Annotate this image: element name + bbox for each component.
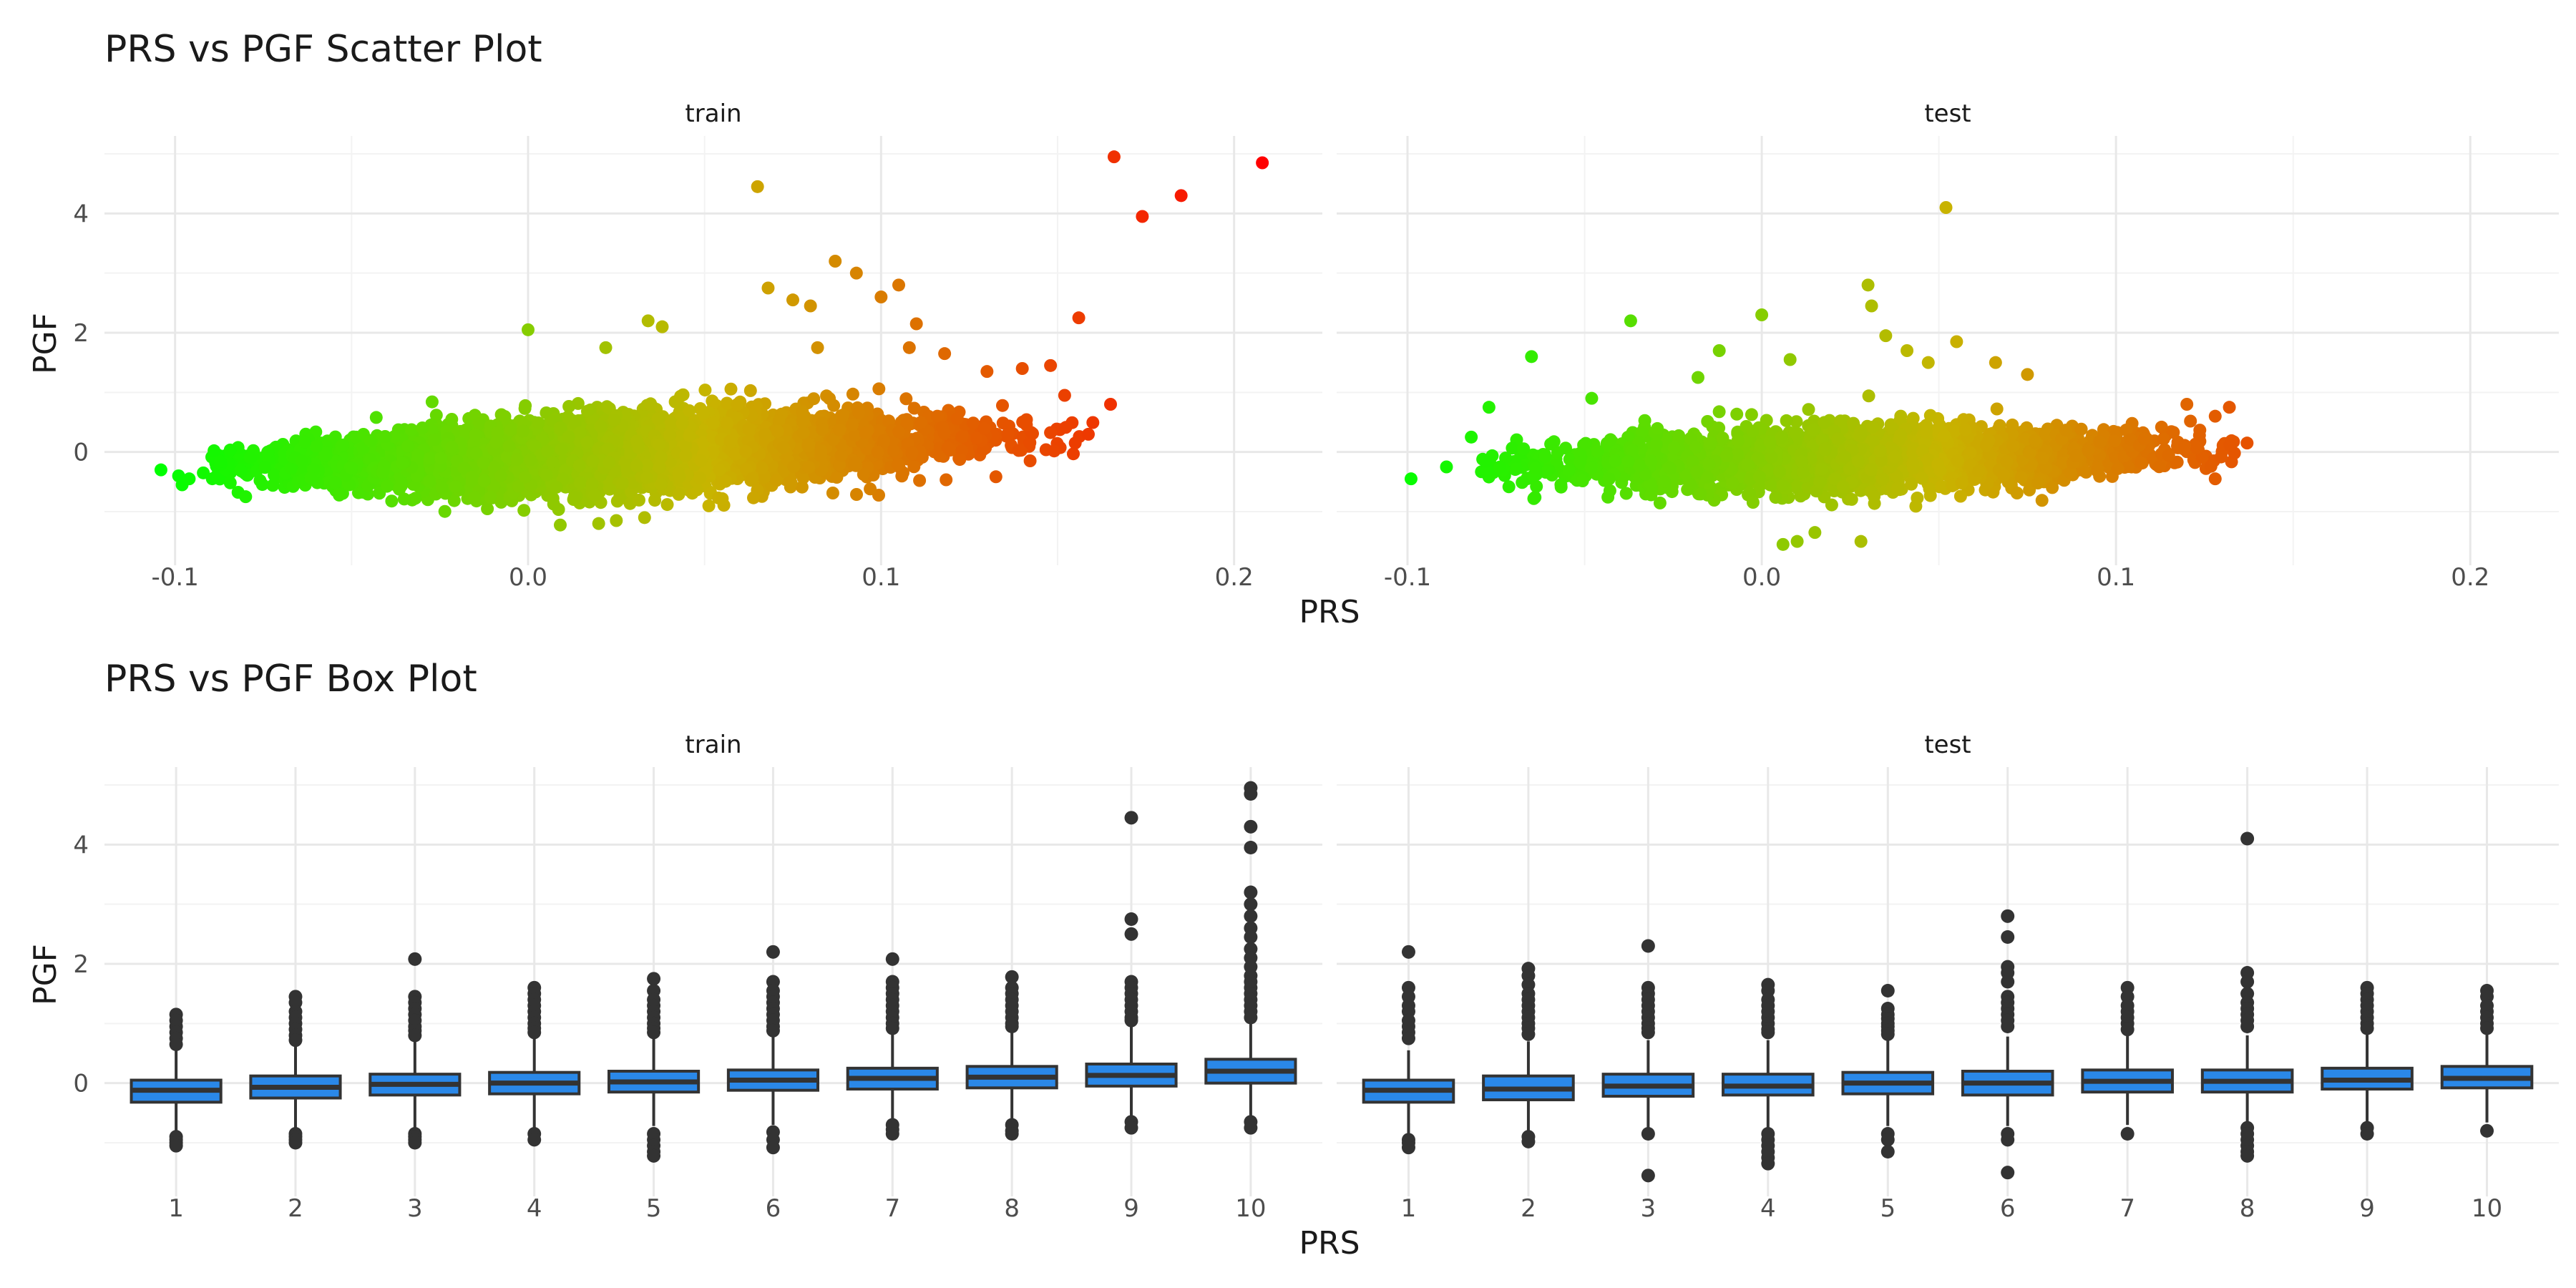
scatter-point [660,498,674,512]
scatter-point [1048,444,1061,458]
scatter-point [235,464,248,478]
scatter-point [755,462,769,474]
scatter-point [395,479,408,492]
scatter-point [996,399,1009,412]
scatter-point [261,446,275,459]
scatter-point [743,384,757,397]
scatter-point [953,453,967,467]
scatter-point [588,489,601,502]
scatter-point [517,504,531,517]
scatter-point [731,398,744,411]
scatter-point [850,488,863,501]
scatter-point [213,454,227,468]
scatter-point [333,487,346,500]
scatter-point [438,504,452,518]
scatter-point [770,474,783,487]
scatter-point [364,434,377,447]
scatter-point [907,460,921,474]
scatter-point [864,482,877,496]
scatter-point [380,479,394,493]
scatter-point [674,389,688,403]
scatter-point [914,416,927,429]
scatter-point [796,426,810,439]
scatter-point [872,382,886,396]
scatter-point [852,406,866,419]
scatter-point [401,439,414,453]
scatter-point [208,444,221,457]
scatter-point [1067,447,1080,461]
scatter-point [1023,454,1037,467]
scatter-point [416,421,429,434]
scatter-point [846,387,859,401]
scatter-point [1020,418,1033,431]
scatter-point [379,430,392,443]
scatter-point [603,482,616,496]
scatter-title: PRS vs PGF Scatter Plot [104,28,542,71]
scatter-point [223,443,237,457]
scatter-point [696,406,710,420]
scatter-point [955,430,969,444]
scatter-point [554,518,567,532]
scatter-point [409,492,422,505]
scatter-point [913,474,927,487]
scatter-point [397,492,411,506]
scatter-point [369,411,383,424]
scatter-point [823,391,836,405]
scatter-point [385,494,399,508]
scatter-point [253,474,267,487]
scatter-point [683,404,696,417]
scatter-chart: PRS vs PGF Scatter Plot -0.1 0.0 0.1 0.2024… [27,28,2559,630]
scatter-point [950,412,964,425]
scatter-point [295,454,308,468]
scatter-point [672,487,686,501]
scatter-point [702,499,716,512]
scatter-point [941,441,955,454]
scatter-point [747,491,760,504]
scatter-point [469,428,482,441]
scatter-point [644,397,658,411]
scatter-point [1001,427,1015,441]
scatter-point [1082,427,1095,441]
scatter-point [931,409,944,423]
scatter-point [940,473,953,487]
scatter-point [423,474,436,488]
scatter-point [266,479,280,492]
scatter-point [706,416,720,430]
scatter-point [1012,444,1025,457]
scatter-point [428,433,441,447]
scatter-point [336,438,350,452]
scatter-point [243,451,257,464]
scatter-point [328,476,342,489]
scatter-point [698,384,712,397]
scatter-point [784,477,798,490]
scatter-point [405,423,419,436]
scatter-point [724,382,738,396]
scatter-point [871,445,884,459]
scatter-point [1086,416,1100,429]
scatter-point [826,487,839,499]
scatter-point [633,493,645,507]
scatter-point [989,470,1002,484]
scatter-point [655,478,668,491]
scatter-point [425,395,439,409]
scatter-point [518,401,532,415]
